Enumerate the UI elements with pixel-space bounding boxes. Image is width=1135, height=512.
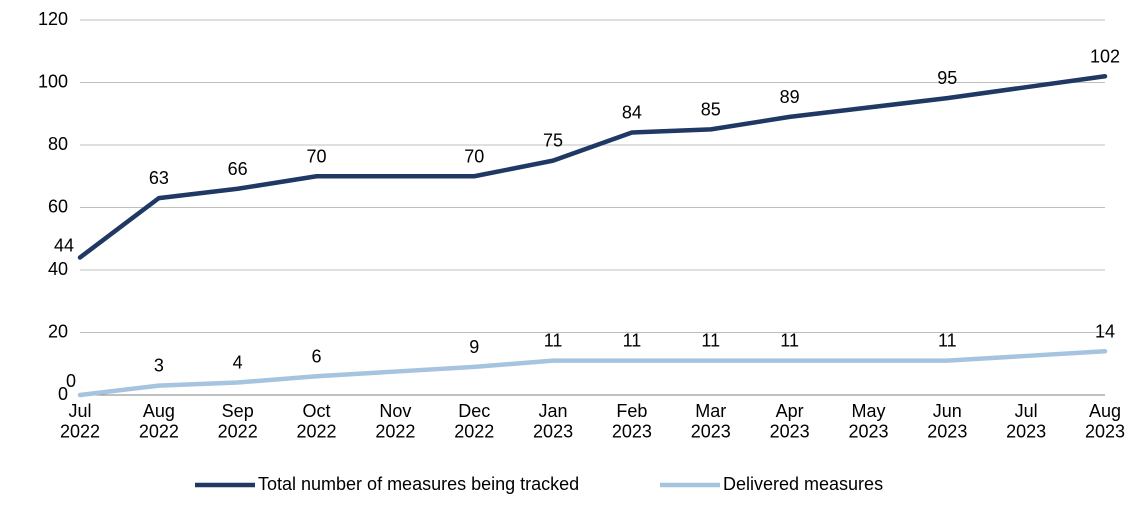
data-label: 11 xyxy=(623,331,642,351)
data-label: 3 xyxy=(154,356,164,376)
x-axis-tick-label: Jan2023 xyxy=(533,401,573,442)
x-axis-tick-label: May2023 xyxy=(848,401,888,442)
data-label: 89 xyxy=(780,87,800,107)
data-label: 75 xyxy=(543,131,563,151)
data-label: 0 xyxy=(66,371,76,391)
x-axis-tick-label: Aug2022 xyxy=(139,401,179,442)
legend-label: Total number of measures being tracked xyxy=(258,474,579,494)
y-axis-tick-label: 20 xyxy=(48,321,68,341)
data-label: 95 xyxy=(937,68,957,88)
data-label: 84 xyxy=(622,103,642,123)
y-axis-tick-label: 80 xyxy=(48,134,68,154)
x-axis-tick-label: Sep2022 xyxy=(218,401,258,442)
data-label: 102 xyxy=(1090,46,1120,66)
data-label: 11 xyxy=(701,331,720,351)
chart-svg: 020406080100120Jul2022Aug2022Sep2022Oct2… xyxy=(0,0,1135,512)
data-label: 63 xyxy=(149,168,169,188)
y-axis-tick-label: 120 xyxy=(38,9,68,29)
y-axis-tick-label: 40 xyxy=(48,259,68,279)
x-axis-tick-label: Mar2023 xyxy=(691,401,731,442)
y-axis-tick-label: 100 xyxy=(38,71,68,91)
data-label: 66 xyxy=(228,159,248,179)
data-label: 85 xyxy=(701,99,721,119)
data-label: 70 xyxy=(307,146,327,166)
legend-label: Delivered measures xyxy=(723,474,883,494)
y-axis-tick-label: 60 xyxy=(48,196,68,216)
x-axis-tick-label: Jun2023 xyxy=(927,401,967,442)
measures-tracking-chart: 020406080100120Jul2022Aug2022Sep2022Oct2… xyxy=(0,0,1135,512)
data-label: 11 xyxy=(544,331,563,351)
data-label: 70 xyxy=(464,146,484,166)
x-axis-tick-label: Dec2022 xyxy=(454,401,494,442)
data-label: 9 xyxy=(469,337,479,357)
data-label: 14 xyxy=(1095,321,1115,341)
data-label: 6 xyxy=(312,346,322,366)
data-label: 11 xyxy=(780,331,799,351)
data-label: 4 xyxy=(233,353,243,373)
data-label: 11 xyxy=(938,331,957,351)
x-axis-tick-label: Feb2023 xyxy=(612,401,652,442)
data-label: 44 xyxy=(54,236,74,256)
x-axis-tick-label: Aug2023 xyxy=(1085,401,1125,442)
x-axis-tick-label: Nov2022 xyxy=(375,401,415,442)
